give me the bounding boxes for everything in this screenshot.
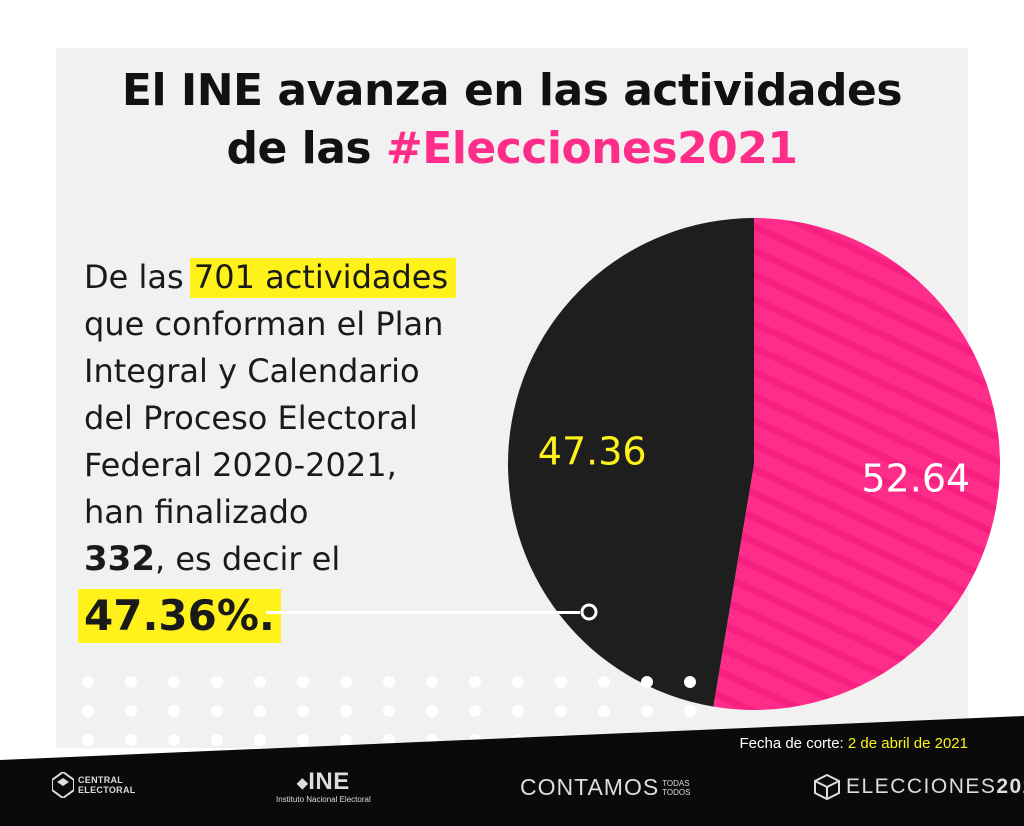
decor-dot (469, 676, 481, 688)
decor-dot (297, 676, 309, 688)
desc-line-3: Integral y Calendario (84, 352, 420, 390)
percent-highlight: 47.36%. (78, 589, 281, 643)
todos-word: TODOS (662, 787, 691, 797)
cutoff-date: Fecha de corte: 2 de abril de 2021 (739, 735, 968, 752)
decor-dot (383, 705, 395, 717)
title-hashtag: #Elecciones2021 (385, 123, 798, 174)
ine-logo-text: ◆INE (276, 770, 371, 795)
title-line-2: de las #Elecciones2021 (56, 120, 968, 178)
decor-dot (598, 734, 610, 746)
decor-dot (469, 705, 481, 717)
decor-dot (125, 705, 137, 717)
desc-line-7: 332, es decir el (84, 536, 554, 583)
elecciones-word: ELECCIONES2021 (846, 775, 1024, 799)
desc-line-7-rest: , es decir el (154, 540, 341, 578)
decor-dot (555, 705, 567, 717)
decor-dot (684, 705, 696, 717)
decor-dot (641, 705, 653, 717)
decor-dot (555, 676, 567, 688)
page-title: El INE avanza en las actividades de las … (56, 62, 968, 178)
decor-dot (211, 676, 223, 688)
leader-line (266, 611, 580, 614)
decor-dot (254, 734, 266, 746)
decor-dot (340, 705, 352, 717)
leader-dot (580, 603, 598, 621)
decor-dot (211, 705, 223, 717)
activities-highlight: 701 actividades (189, 258, 457, 298)
decor-dot (512, 734, 524, 746)
desc-line-1: De las 701 actividades (84, 254, 554, 301)
elecciones-logo: ELECCIONES2021 (814, 774, 1024, 800)
elecciones-year: 2021 (996, 775, 1024, 798)
decor-dot (383, 734, 395, 746)
pie-label-0: 52.64 (861, 456, 970, 500)
decor-dot (254, 705, 266, 717)
decor-dot (684, 676, 696, 688)
electoral-word: ELECTORAL (78, 785, 136, 795)
decor-dot (426, 734, 438, 746)
pie-slice-1 (508, 218, 754, 707)
decor-dot (555, 734, 567, 746)
decor-dot (211, 734, 223, 746)
decor-dot (641, 734, 653, 746)
central-electoral-logo: CENTRAL ELECTORAL (52, 772, 136, 798)
todas-word: TODAS (662, 778, 690, 788)
decor-dot (168, 734, 180, 746)
desc-line-6: han finalizado (84, 493, 309, 531)
decor-dot (512, 705, 524, 717)
pie-slice-0 (713, 218, 1001, 710)
decor-dot (168, 705, 180, 717)
decor-dot (598, 676, 610, 688)
central-electoral-icon (52, 772, 74, 798)
decor-dot (82, 734, 94, 746)
desc-line-2: que conforman el Plan (84, 305, 444, 343)
pie-label-1: 47.36 (538, 430, 647, 474)
title-line-1: El INE avanza en las actividades (121, 65, 903, 116)
description-text: De las 701 actividades que conforman el … (78, 254, 554, 643)
decor-dot (598, 705, 610, 717)
cutoff-date-value: 2 de abril de 2021 (847, 735, 968, 752)
decor-dot (383, 676, 395, 688)
ine-diamond-icon: ◆ (296, 774, 309, 791)
decor-dot (512, 676, 524, 688)
decor-dot (168, 676, 180, 688)
central-word: CENTRAL (78, 775, 124, 785)
cutoff-label: Fecha de corte: (739, 735, 848, 752)
decor-dot (641, 676, 653, 688)
decor-dot (426, 676, 438, 688)
decor-dot (125, 676, 137, 688)
desc-line-4: del Proceso Electoral (84, 399, 418, 437)
elecciones-text: ELECCIONES (846, 775, 997, 798)
contamos-small: TODAS TODOS (662, 779, 690, 797)
decor-dot (82, 676, 94, 688)
decor-dot (254, 676, 266, 688)
decor-dot (684, 734, 696, 746)
contamos-logo: CONTAMOS TODAS TODOS (520, 774, 691, 801)
title-line-2-prefix: de las (226, 123, 386, 174)
desc-prefix: De las (84, 258, 194, 296)
decor-dot (297, 734, 309, 746)
contamos-word: CONTAMOS (520, 774, 660, 800)
decor-dot (340, 734, 352, 746)
decor-dot (340, 676, 352, 688)
finished-count: 332 (84, 539, 155, 579)
decor-dot (297, 705, 309, 717)
ine-subtitle: Instituto Nacional Electoral (276, 794, 371, 804)
desc-line-8: 47.36%. (78, 589, 554, 643)
ballot-box-icon (814, 774, 840, 800)
decor-dot (426, 705, 438, 717)
decor-dot (82, 705, 94, 717)
ine-letters: INE (308, 768, 350, 795)
desc-line-5: Federal 2020-2021, (84, 446, 397, 484)
decor-dot (469, 734, 481, 746)
decor-dot (125, 734, 137, 746)
ine-logo: ◆INE Instituto Nacional Electoral (276, 770, 371, 805)
